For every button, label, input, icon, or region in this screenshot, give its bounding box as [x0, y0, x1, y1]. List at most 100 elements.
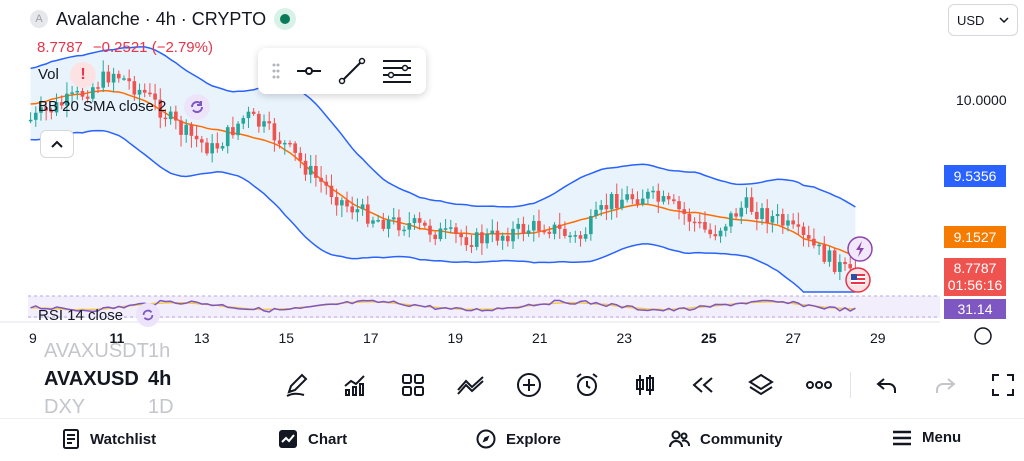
candle-body [288, 142, 292, 145]
candle-body [599, 205, 604, 210]
replay-button[interactable] [688, 370, 718, 400]
nav-chart[interactable]: Chart [278, 429, 347, 449]
candle-body [303, 160, 308, 175]
collapse-legend-button[interactable] [40, 130, 74, 158]
candle-body [817, 244, 821, 247]
indicators-button[interactable] [340, 370, 370, 400]
currency-value: USD [957, 12, 985, 28]
candle-body [843, 261, 847, 265]
object-tree-button[interactable] [746, 370, 776, 400]
candle-body [85, 96, 90, 99]
candle-body [65, 93, 69, 106]
candle-body [765, 208, 770, 223]
price-chart[interactable] [0, 0, 1024, 352]
add-button[interactable] [514, 370, 544, 400]
candle-body [127, 78, 131, 82]
market-status-icon[interactable] [274, 8, 297, 30]
watch-row-prev[interactable]: AVAXUSDT 1h [44, 343, 171, 362]
community-icon [669, 430, 690, 448]
candle-body [376, 220, 380, 222]
candle-body [739, 207, 744, 217]
candle-body [620, 199, 624, 209]
candle-body [39, 107, 43, 113]
candle-body [319, 177, 323, 182]
candle-body [459, 233, 463, 238]
redo-button[interactable] [930, 370, 960, 400]
alert-button[interactable] [572, 370, 602, 400]
time-tick-label: 15 [278, 330, 295, 346]
candle-body [54, 102, 59, 113]
candle-body [583, 234, 588, 239]
candle-body [625, 194, 629, 200]
nav-menu[interactable]: Menu [892, 429, 961, 446]
layers-icon [748, 373, 774, 396]
rsi-indicator-label[interactable]: RSI 14 close [38, 307, 124, 324]
candle-body [609, 194, 614, 210]
fullscreen-button[interactable] [988, 370, 1018, 400]
time-tick-label: 23 [616, 330, 633, 346]
candle-body [163, 117, 168, 120]
indicators-icon [344, 375, 365, 396]
candle-body [511, 228, 515, 242]
time-tick-label: 13 [194, 330, 210, 346]
undo-icon [876, 378, 896, 393]
more-button[interactable] [804, 370, 834, 400]
candle-body [257, 113, 261, 127]
candle-body [832, 250, 837, 272]
candle-body [402, 229, 406, 232]
candle-body [49, 110, 54, 113]
candle-body [822, 244, 827, 262]
candle-body [692, 221, 697, 224]
trend-line-tool-icon[interactable] [337, 56, 367, 86]
candle-body [521, 223, 526, 234]
candle-body [324, 181, 329, 186]
candle-body [298, 152, 303, 161]
watch-row-next[interactable]: DXY 1D [44, 396, 174, 418]
draw-pen-button[interactable] [282, 370, 312, 400]
candle-body [215, 143, 220, 149]
time-tick-label: 19 [447, 330, 464, 346]
rsi-sync-icon[interactable] [136, 303, 160, 327]
candles-group [28, 60, 858, 291]
candle-body [153, 93, 157, 100]
bb-indicator-label[interactable]: BB 20 SMA close 2 [38, 98, 167, 115]
volume-indicator-label[interactable]: Vol [38, 66, 59, 83]
layouts-button[interactable] [398, 370, 428, 400]
bb-upper-price-tag: 9.5356 [944, 165, 1006, 187]
compare-button[interactable] [456, 370, 486, 400]
candle-body [526, 230, 531, 234]
candle-body [838, 261, 842, 272]
horizontal-line-tool-icon[interactable] [295, 61, 323, 81]
candle-body [158, 99, 163, 118]
candle-body [661, 196, 666, 202]
symbol-logo: A [30, 10, 48, 28]
candle-body [293, 143, 297, 153]
drag-handle-icon[interactable] [271, 61, 281, 81]
chart-settings-icon[interactable] [974, 327, 992, 345]
nav-explore[interactable]: Explore [476, 429, 561, 449]
candle-body [672, 199, 676, 202]
candle-body [168, 111, 173, 120]
bar-countdown: 01:56:16 [947, 277, 1003, 293]
fib-channel-tool-icon[interactable] [381, 57, 413, 85]
candle-body [557, 224, 562, 229]
chart-type-button[interactable] [630, 370, 660, 400]
candle-body [329, 185, 334, 198]
nav-community[interactable]: Community [668, 429, 783, 449]
symbol-title[interactable]: Avalanche · 4h · CRYPTO [56, 8, 267, 29]
sync-icon[interactable] [184, 94, 210, 120]
candle-body [28, 119, 33, 122]
candle-body [91, 87, 95, 99]
candle-body [537, 220, 541, 231]
candle-body [277, 140, 282, 144]
candle-body [360, 204, 365, 210]
candle-body [713, 234, 718, 237]
watch-row-current[interactable]: AVAXUSD 4h [44, 368, 172, 390]
candle-body [500, 235, 505, 241]
watchlist-scroller[interactable]: AVAXUSDT 1h AVAXUSD 4h DXY 1D [44, 343, 184, 423]
undo-button[interactable] [872, 370, 902, 400]
drawing-floating-toolbar[interactable] [258, 48, 426, 94]
currency-select[interactable]: USD [948, 4, 1018, 36]
warning-icon[interactable]: ! [70, 62, 96, 88]
nav-watchlist[interactable]: Watchlist [62, 429, 156, 449]
